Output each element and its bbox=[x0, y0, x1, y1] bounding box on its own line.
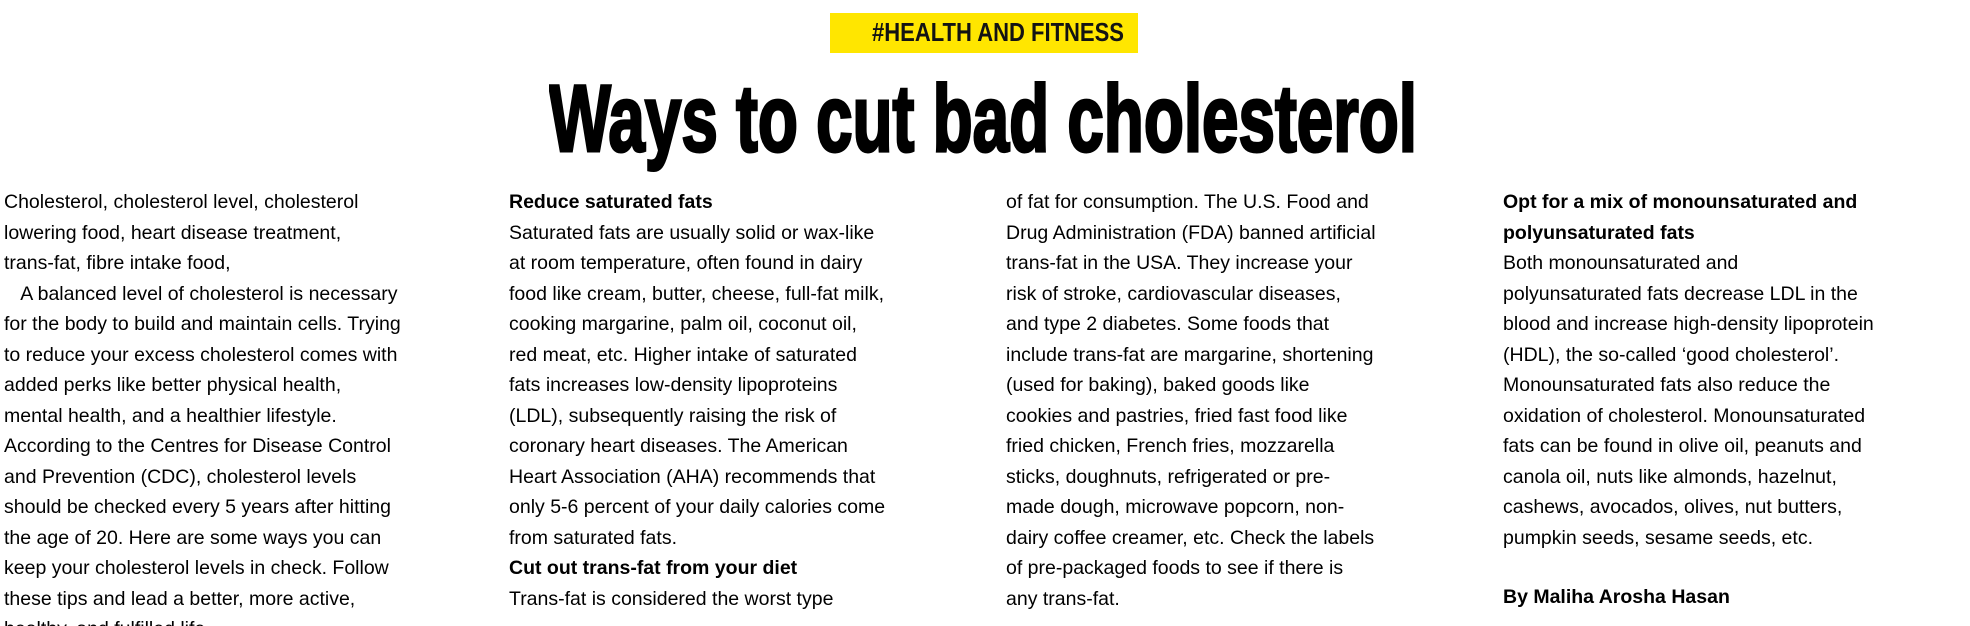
svg-text:#HEALTH AND FITNESS: #HEALTH AND FITNESS bbox=[872, 17, 1124, 47]
svg-text:Ways to cut bad cholesterol: Ways to cut bad cholesterol bbox=[549, 70, 1417, 172]
